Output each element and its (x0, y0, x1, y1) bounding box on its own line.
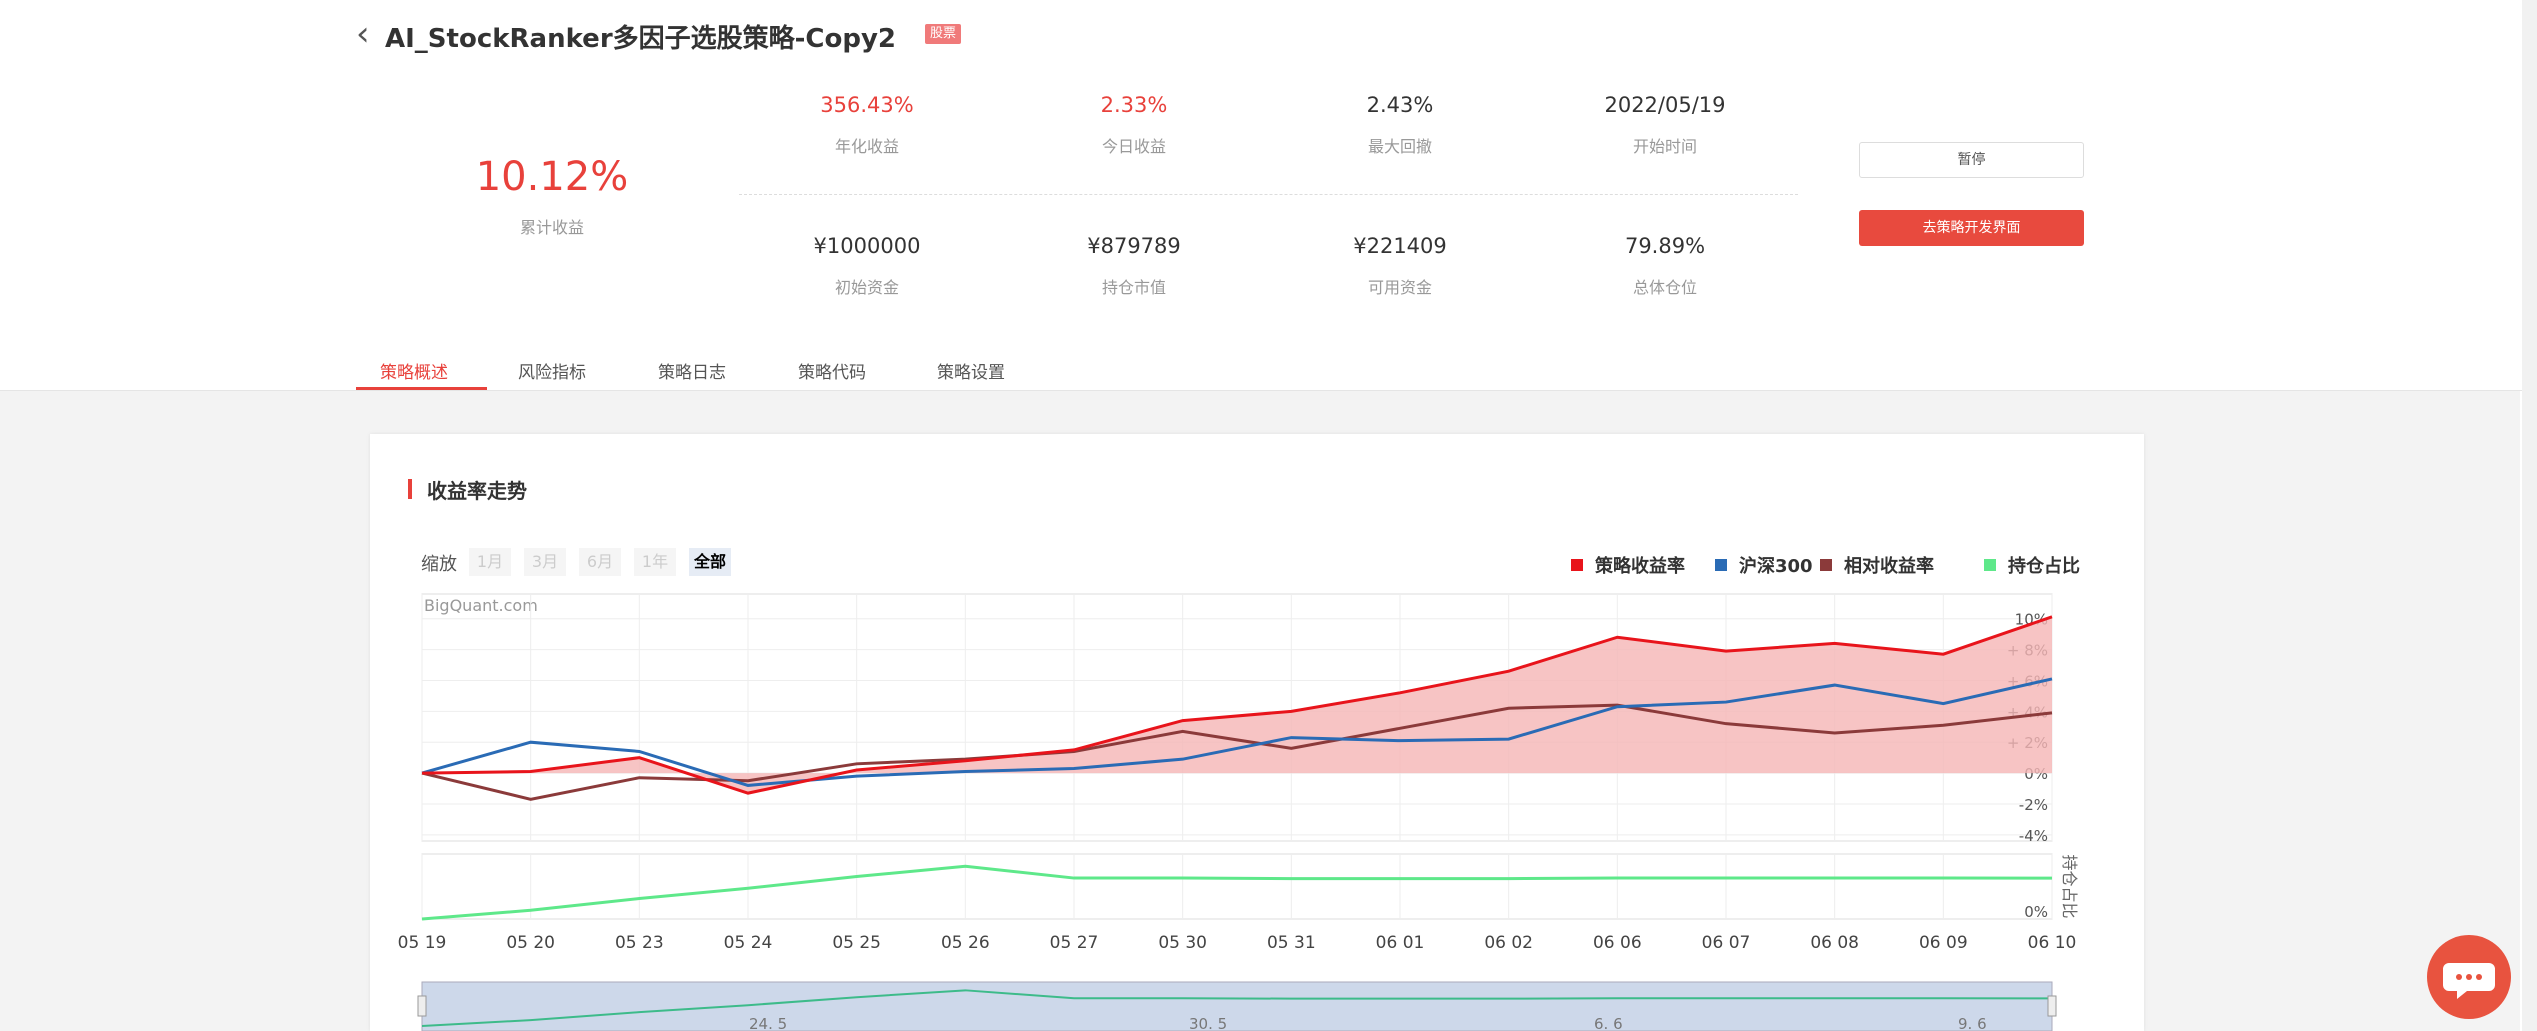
stat-value: 2022/05/19 (1604, 93, 1726, 117)
legend-label: 持仓占比 (2008, 555, 2080, 577)
tab[interactable]: 策略概述 (380, 363, 448, 383)
x-tick-label: 06 08 (1810, 933, 1859, 953)
stat-value: ¥1000000 (813, 234, 921, 258)
stat-label: 开始时间 (1632, 137, 1698, 156)
series-line (421, 615, 2053, 795)
page-title: AI_StockRanker多因子选股策略-Copy2 (385, 24, 897, 54)
legend-label: 沪深300 (1739, 555, 1813, 577)
navigator-label: 6. 6 (1594, 1015, 1623, 1031)
navigator-handle (417, 995, 427, 1017)
navigator-handle (2047, 995, 2057, 1017)
x-tick-label: 05 20 (506, 933, 555, 953)
cumulative-label: 累计收益 (519, 218, 585, 237)
stat-value: ¥221409 (1353, 234, 1447, 258)
stat-label: 可用资金 (1367, 278, 1433, 297)
stat-value: 2.43% (1366, 93, 1434, 117)
position-frame (421, 853, 2053, 920)
navigator (421, 981, 2053, 1031)
legend-swatch (1820, 559, 1832, 571)
stat-value: 79.89% (1624, 234, 1706, 258)
legend-swatch (1984, 559, 1996, 571)
chat-button[interactable] (2427, 935, 2511, 1019)
tab-divider (0, 390, 2522, 391)
y2-tick-label: 0% (2024, 903, 2048, 921)
legend-swatch (1715, 559, 1727, 571)
section-marker (408, 479, 412, 499)
tab[interactable]: 策略代码 (798, 363, 866, 383)
x-tick-label: 05 31 (1267, 933, 1316, 953)
watermark: BigQuant.com (424, 596, 538, 615)
x-tick-label: 05 26 (941, 933, 990, 953)
legend-swatch (1571, 559, 1583, 571)
stat-value: 356.43% (820, 93, 914, 117)
y-tick-label: -2% (2019, 796, 2048, 814)
legend-label: 策略收益率 (1595, 555, 1685, 577)
navigator-label: 9. 6 (1958, 1015, 1987, 1031)
pause-button[interactable]: 暂停 (1859, 142, 2084, 178)
stat-label: 今日收益 (1101, 137, 1167, 156)
navigator-line (421, 989, 2053, 1027)
legend-label: 相对收益率 (1844, 555, 1934, 577)
y-tick-label: -4% (2019, 827, 2048, 845)
cumulative-return: 10.12% (475, 154, 629, 200)
x-tick-label: 05 23 (615, 933, 664, 953)
dev-button[interactable]: 去策略开发界面 (1859, 210, 2084, 246)
x-tick-label: 06 10 (2028, 933, 2077, 953)
x-tick-label: 06 07 (1702, 933, 1751, 953)
stat-label: 年化收益 (834, 137, 900, 156)
stat-value: 2.33% (1100, 93, 1168, 117)
zoom-option[interactable]: 全部 (689, 548, 731, 576)
zoom-option[interactable]: 1年 (634, 548, 676, 576)
back-button[interactable]: ‹ (356, 14, 370, 54)
navigator-label: 24. 5 (749, 1015, 787, 1031)
zoom-option[interactable]: 6月 (579, 548, 621, 576)
stat-label: 总体仓位 (1632, 278, 1698, 297)
series-line (421, 703, 2053, 801)
tab[interactable]: 策略日志 (658, 363, 726, 383)
series-line (421, 677, 2053, 787)
zoom-label: 缩放 (421, 554, 457, 575)
section-title: 收益率走势 (427, 479, 527, 503)
stat-label: 初始资金 (834, 278, 900, 297)
tab-underline (356, 387, 487, 390)
x-tick-label: 05 30 (1158, 933, 1207, 953)
chat-icon (2443, 963, 2495, 999)
divider (739, 194, 1798, 195)
x-tick-label: 06 06 (1593, 933, 1642, 953)
stat-label: 最大回撤 (1367, 137, 1433, 156)
scrollbar[interactable] (2522, 0, 2537, 1031)
navigator-label: 30. 5 (1189, 1015, 1227, 1031)
zoom-option[interactable]: 3月 (524, 548, 566, 576)
x-tick-label: 05 24 (724, 933, 773, 953)
badge: 股票 (925, 24, 962, 44)
stat-value: ¥879789 (1087, 234, 1181, 258)
x-tick-label: 06 01 (1376, 933, 1425, 953)
x-tick-label: 05 27 (1050, 933, 1099, 953)
tab[interactable]: 风险指标 (518, 363, 586, 383)
x-tick-label: 06 09 (1919, 933, 1968, 953)
x-tick-label: 06 02 (1484, 933, 1533, 953)
series-line (421, 864, 2053, 921)
zoom-option[interactable]: 1月 (469, 548, 511, 576)
x-tick-label: 05 19 (398, 933, 447, 953)
x-tick-label: 05 25 (832, 933, 881, 953)
y2-axis-label: 持仓占比 (2060, 854, 2079, 918)
stat-label: 持仓市值 (1101, 278, 1167, 297)
tab[interactable]: 策略设置 (937, 363, 1005, 383)
area-fill (422, 616, 2052, 794)
